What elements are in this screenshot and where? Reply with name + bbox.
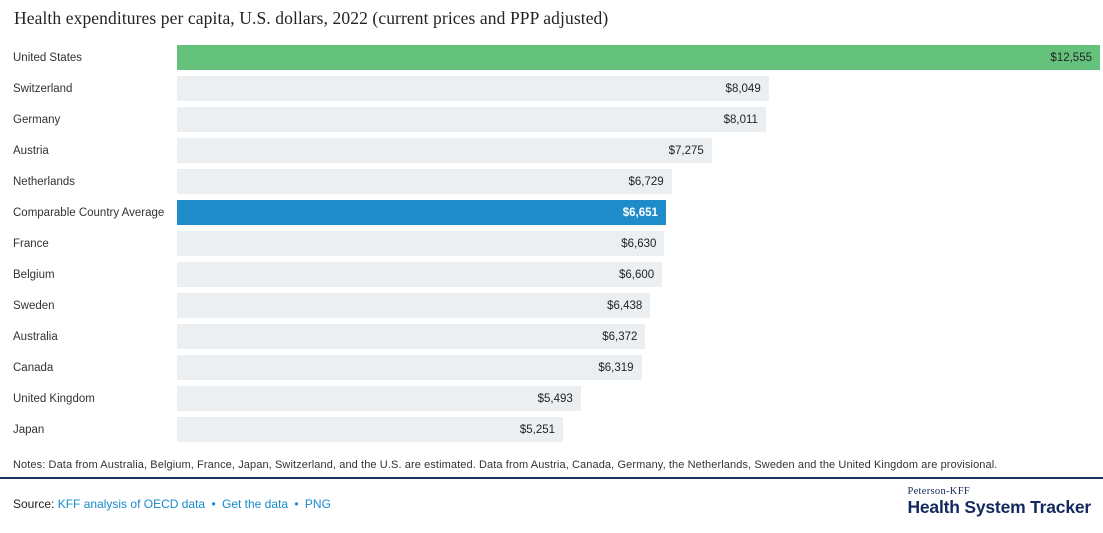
bar-chart: United States $12,555 Switzerland $8,049 Ger… bbox=[0, 45, 1100, 448]
bar-france: $6,630 bbox=[177, 231, 665, 256]
chart-row-austria: Austria $7,275 bbox=[0, 138, 1100, 163]
value-label-germany: $8,011 bbox=[723, 113, 758, 126]
bar-track: $6,319 bbox=[177, 355, 1100, 380]
source-line: Source: KFF analysis of OECD data • Get … bbox=[13, 497, 331, 511]
category-label-united-kingdom: United Kingdom bbox=[13, 392, 95, 405]
chart-row-germany: Germany $8,011 bbox=[0, 107, 1100, 132]
bar-netherlands: $6,729 bbox=[177, 169, 672, 194]
source-label: Source: bbox=[13, 497, 55, 511]
category-label-canada: Canada bbox=[13, 361, 54, 374]
value-label-united-kingdom: $5,493 bbox=[537, 392, 573, 405]
bar-track: $6,438 bbox=[177, 293, 1100, 318]
value-label-australia: $6,372 bbox=[602, 330, 638, 343]
value-label-switzerland: $8,049 bbox=[725, 82, 761, 95]
value-label-belgium: $6,600 bbox=[619, 268, 655, 281]
chart-row-comparable-country-average: Comparable Country Average $6,651 bbox=[0, 200, 1100, 225]
chart-row-canada: Canada $6,319 bbox=[0, 355, 1100, 380]
bar-track: $5,251 bbox=[177, 417, 1100, 442]
category-label-netherlands: Netherlands bbox=[13, 175, 76, 188]
chart-row-united-states: United States $12,555 bbox=[0, 45, 1100, 70]
category-label-sweden: Sweden bbox=[13, 299, 55, 312]
bar-united-states: $12,555 bbox=[177, 45, 1100, 70]
chart-title: Health expenditures per capita, U.S. dol… bbox=[14, 8, 609, 28]
bar-track: $6,600 bbox=[177, 262, 1100, 287]
chart-row-switzerland: Switzerland $8,049 bbox=[0, 76, 1100, 101]
chart-row-united-kingdom: United Kingdom $5,493 bbox=[0, 386, 1100, 411]
value-label-canada: $6,319 bbox=[598, 361, 634, 374]
bar-track: $8,011 bbox=[177, 107, 1100, 132]
category-label-comparable-country-average: Comparable Country Average bbox=[13, 206, 165, 219]
logo-health-system-tracker: Health System Tracker bbox=[907, 497, 1091, 517]
category-label-france: France bbox=[13, 237, 49, 250]
bar-track: $6,729 bbox=[177, 169, 1100, 194]
chart-row-netherlands: Netherlands $6,729 bbox=[0, 169, 1100, 194]
category-label-switzerland: Switzerland bbox=[13, 82, 73, 95]
bar-austria: $7,275 bbox=[177, 138, 712, 163]
chart-notes: Notes: Data from Australia, Belgium, Fra… bbox=[13, 459, 998, 471]
chart-row-australia: Australia $6,372 bbox=[0, 324, 1100, 349]
bar-track: $8,049 bbox=[177, 76, 1100, 101]
category-label-united-states: United States bbox=[13, 51, 83, 64]
bar-track: $7,275 bbox=[177, 138, 1100, 163]
separator-dot: • bbox=[294, 497, 299, 511]
bar-track: $12,555 bbox=[177, 45, 1100, 70]
category-label-germany: Germany bbox=[13, 113, 61, 126]
source-link-kff-analysis[interactable]: KFF analysis of OECD data bbox=[57, 497, 206, 511]
category-label-belgium: Belgium bbox=[13, 268, 55, 281]
chart-row-france: France $6,630 bbox=[0, 231, 1100, 256]
chart-row-sweden: Sweden $6,438 bbox=[0, 293, 1100, 318]
value-label-netherlands: $6,729 bbox=[628, 175, 664, 188]
bar-track: $6,651 bbox=[177, 200, 1100, 225]
value-label-austria: $7,275 bbox=[668, 144, 704, 157]
source-link-png[interactable]: PNG bbox=[304, 497, 331, 511]
bar-japan: $5,251 bbox=[177, 417, 564, 442]
chart-row-japan: Japan $5,251 bbox=[0, 417, 1100, 442]
bar-sweden: $6,438 bbox=[177, 293, 651, 318]
bar-comparable-country-average: $6,651 bbox=[177, 200, 666, 225]
value-label-sweden: $6,438 bbox=[607, 299, 643, 312]
value-label-france: $6,630 bbox=[621, 237, 657, 250]
bar-belgium: $6,600 bbox=[177, 262, 663, 287]
value-label-comparable-country-average: $6,651 bbox=[622, 206, 658, 219]
logo-peterson-kff: Peterson-KFF bbox=[907, 486, 970, 497]
bar-track: $6,372 bbox=[177, 324, 1100, 349]
bar-canada: $6,319 bbox=[177, 355, 642, 380]
source-link-get-the-data[interactable]: Get the data bbox=[221, 497, 289, 511]
category-label-austria: Austria bbox=[13, 144, 49, 157]
bar-united-kingdom: $5,493 bbox=[177, 386, 581, 411]
bar-track: $6,630 bbox=[177, 231, 1100, 256]
chart-row-belgium: Belgium $6,600 bbox=[0, 262, 1100, 287]
value-label-japan: $5,251 bbox=[519, 423, 556, 436]
bar-australia: $6,372 bbox=[177, 324, 646, 349]
category-label-japan: Japan bbox=[13, 423, 45, 436]
value-label-united-states: $12,555 bbox=[1050, 51, 1092, 64]
bar-track: $5,493 bbox=[177, 386, 1100, 411]
category-label-australia: Australia bbox=[13, 330, 58, 343]
peterson-kff-logo: Peterson-KFF Health System Tracker bbox=[907, 486, 1091, 516]
divider bbox=[0, 477, 1103, 479]
separator-dot: • bbox=[211, 497, 216, 511]
bar-germany: $8,011 bbox=[177, 107, 766, 132]
bar-switzerland: $8,049 bbox=[177, 76, 769, 101]
